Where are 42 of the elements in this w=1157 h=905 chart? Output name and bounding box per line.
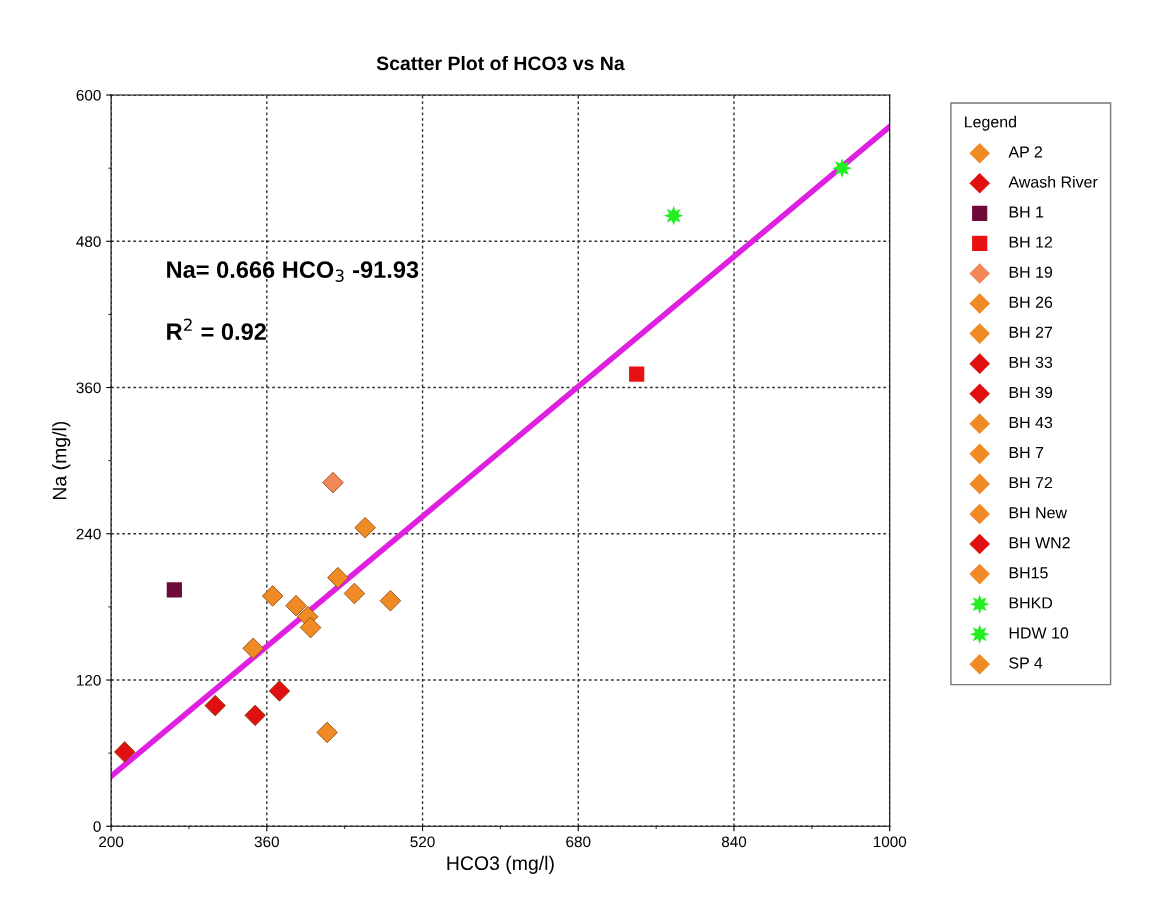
y-axis-title: Na (mg/l)	[52, 421, 71, 500]
y-tick-label: 120	[77, 674, 101, 686]
annotation: Na= 0.666 HCO$_{3}$ -91.93	[167, 261, 419, 282]
x-tick-label: 1000	[873, 836, 907, 848]
legend-label: BH New	[1009, 507, 1068, 519]
legend-label: SP 4	[1009, 657, 1043, 669]
point	[663, 205, 684, 226]
legend-label: AP 2	[1008, 146, 1042, 158]
legend-label: Awash River	[1008, 175, 1098, 188]
x-tick-label: 840	[721, 836, 747, 848]
legend-label: BH 27	[1009, 326, 1053, 338]
legend-label: BH 19	[1009, 266, 1053, 278]
y-tick-label: 240	[76, 528, 101, 540]
x-tick-label: 680	[566, 836, 591, 848]
legend-label: BH 12	[1009, 236, 1053, 248]
legend-title: Legend	[965, 115, 1016, 131]
legend-label: BH 43	[1009, 416, 1053, 429]
legend-label: BHKD	[1009, 597, 1053, 609]
x-axis-title: HCO3 (mg/l)	[447, 855, 554, 874]
legend-label: BH 26	[1009, 296, 1053, 308]
legend-label: BH 7	[1009, 447, 1044, 459]
y-tick-label: 480	[76, 236, 101, 247]
x-tick-label: 520	[410, 836, 435, 848]
chart-title: Scatter Plot of HCO3 vs Na	[376, 55, 625, 71]
y-tick-label: 0	[93, 821, 101, 832]
x-tick-label: 200	[99, 836, 124, 848]
x-tick-label: 360	[254, 836, 279, 848]
point	[316, 721, 338, 744]
point	[261, 585, 284, 607]
point	[629, 366, 645, 382]
legend-label: BH15	[1009, 567, 1048, 579]
legend-label: BH 1	[1009, 206, 1044, 218]
y-tick-label: 360	[76, 382, 101, 394]
annotation: R$^{2}$ = 0.92	[167, 318, 266, 341]
legend-label: BH 39	[1009, 386, 1053, 399]
legend-label: BH 72	[1009, 476, 1053, 489]
legend-label: BH WN2	[1009, 537, 1070, 549]
point	[166, 582, 182, 598]
legend-label: HDW 10	[1009, 627, 1069, 639]
point	[832, 158, 852, 178]
y-tick-label: 600	[76, 89, 101, 101]
legend-label: BH 33	[1009, 356, 1053, 369]
